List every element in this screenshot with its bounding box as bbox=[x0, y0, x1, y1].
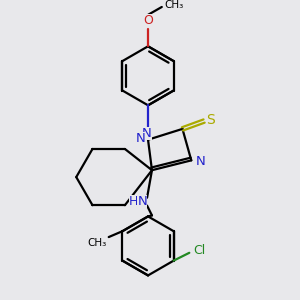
Text: O: O bbox=[143, 14, 153, 27]
Text: Cl: Cl bbox=[193, 244, 205, 257]
Text: N: N bbox=[137, 195, 147, 208]
Text: CH₃: CH₃ bbox=[87, 238, 106, 248]
Text: S: S bbox=[207, 113, 215, 127]
Text: N: N bbox=[135, 132, 145, 145]
Text: N: N bbox=[142, 127, 152, 140]
Text: H: H bbox=[129, 195, 138, 208]
Text: CH₃: CH₃ bbox=[165, 0, 184, 10]
Text: N: N bbox=[195, 155, 205, 168]
